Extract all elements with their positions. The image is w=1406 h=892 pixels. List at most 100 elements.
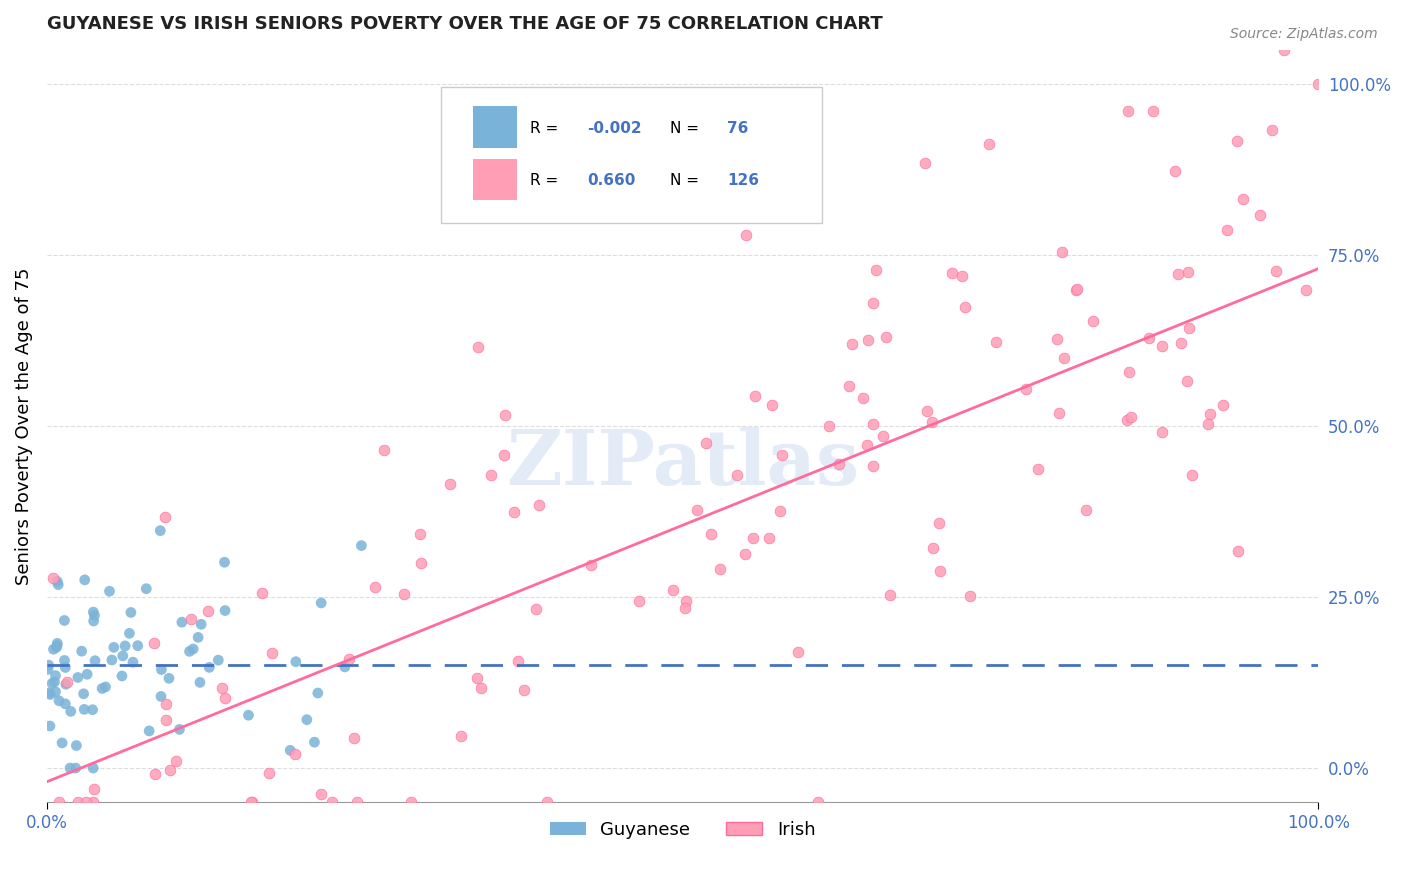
Guyanese (278, 743, 301, 757)
Irish (66, 795, 89, 809)
Text: GUYANESE VS IRISH SENIORS POVERTY OVER THE AGE OF 75 CORRELATION CHART: GUYANESE VS IRISH SENIORS POVERTY OVER T… (46, 15, 883, 33)
Guyanese (170, 615, 193, 630)
Irish (48, 795, 70, 809)
Irish (1197, 417, 1219, 431)
Guyanese (59, 761, 82, 775)
Guyanese (94, 680, 117, 694)
Irish (922, 541, 945, 555)
Guyanese (111, 648, 134, 663)
Guyanese (46, 639, 69, 653)
Irish (155, 509, 177, 524)
Irish (1226, 134, 1249, 148)
Irish (1170, 335, 1192, 350)
Irish (1064, 283, 1087, 297)
Legend: Guyanese, Irish: Guyanese, Irish (543, 814, 823, 846)
Irish (1118, 365, 1140, 379)
Irish (758, 531, 780, 545)
Irish (1264, 264, 1286, 278)
Guyanese (82, 703, 104, 717)
Guyanese (238, 708, 260, 723)
Irish (872, 429, 894, 443)
Irish (1226, 543, 1249, 558)
Irish (465, 671, 488, 685)
Irish (856, 438, 879, 452)
Guyanese (120, 606, 142, 620)
Irish (159, 763, 181, 777)
Irish (744, 389, 766, 403)
Irish (506, 654, 529, 668)
Guyanese (169, 723, 191, 737)
Guyanese (37, 662, 59, 676)
Text: Source: ZipAtlas.com: Source: ZipAtlas.com (1230, 27, 1378, 41)
Guyanese (103, 640, 125, 655)
Irish (1115, 413, 1137, 427)
Guyanese (66, 671, 89, 685)
Guyanese (207, 653, 229, 667)
Irish (165, 754, 187, 768)
Irish (817, 419, 839, 434)
Irish (662, 582, 685, 597)
Guyanese (53, 697, 76, 711)
Guyanese (179, 644, 201, 658)
Irish (373, 443, 395, 458)
Guyanese (295, 713, 318, 727)
Irish (343, 731, 366, 745)
Guyanese (46, 636, 69, 650)
Guyanese (135, 582, 157, 596)
Guyanese (83, 608, 105, 623)
Guyanese (127, 639, 149, 653)
Irish (145, 766, 167, 780)
Irish (725, 467, 748, 482)
Point (1142, 104, 1164, 119)
Irish (180, 611, 202, 625)
Irish (75, 795, 97, 809)
Guyanese (187, 631, 209, 645)
FancyBboxPatch shape (472, 106, 517, 148)
Irish (709, 561, 731, 575)
Irish (1164, 163, 1187, 178)
Irish (1178, 321, 1201, 335)
Guyanese (82, 761, 104, 775)
Text: -0.002: -0.002 (588, 121, 643, 136)
Irish (346, 795, 368, 809)
Irish (675, 593, 697, 607)
Irish (627, 594, 650, 608)
Irish (450, 729, 472, 743)
Irish (1137, 331, 1160, 345)
Irish (865, 262, 887, 277)
Guyanese (48, 694, 70, 708)
Text: N =: N = (669, 172, 704, 187)
Irish (409, 526, 432, 541)
Guyanese (44, 674, 66, 689)
Guyanese (122, 655, 145, 669)
Guyanese (150, 690, 173, 704)
Irish (1232, 192, 1254, 206)
Irish (673, 600, 696, 615)
Irish (155, 713, 177, 727)
Guyanese (188, 675, 211, 690)
Irish (915, 403, 938, 417)
Irish (479, 468, 502, 483)
Irish (1181, 468, 1204, 483)
Text: 0.660: 0.660 (588, 172, 636, 187)
Guyanese (114, 639, 136, 653)
Guyanese (98, 584, 121, 599)
Guyanese (198, 660, 221, 674)
Irish (1272, 43, 1295, 57)
Guyanese (307, 686, 329, 700)
Text: R =: R = (530, 172, 568, 187)
Guyanese (149, 524, 172, 538)
Irish (856, 333, 879, 347)
Guyanese (38, 658, 60, 673)
Irish (807, 795, 830, 809)
Guyanese (53, 614, 76, 628)
Guyanese (39, 719, 62, 733)
Point (1308, 77, 1330, 91)
Irish (852, 391, 875, 405)
Irish (42, 571, 65, 585)
Irish (527, 498, 550, 512)
Irish (284, 747, 307, 761)
Irish (513, 683, 536, 698)
Guyanese (65, 739, 87, 753)
Guyanese (333, 660, 356, 674)
